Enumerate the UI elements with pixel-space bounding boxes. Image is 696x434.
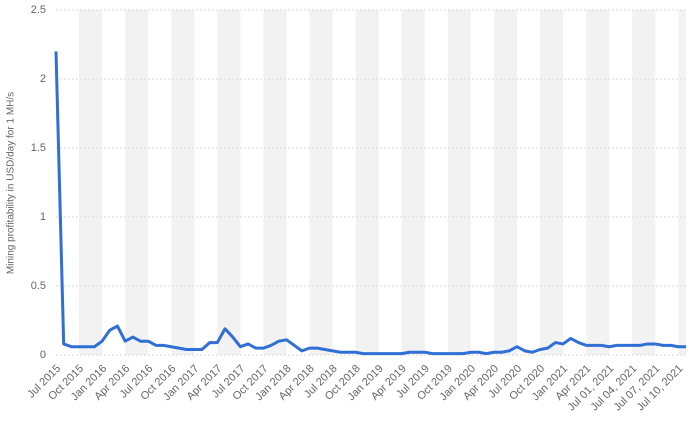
band [632,10,656,355]
band [540,10,564,355]
y-tick-label: 2 [40,73,46,85]
y-tick-label: 1 [40,211,46,223]
band [263,10,287,355]
band [678,10,686,355]
band [309,10,333,355]
band [493,10,517,355]
band [447,10,471,355]
y-tick-label: 2.5 [31,4,46,16]
band [355,10,379,355]
line [54,51,686,356]
band [171,10,195,355]
band [586,10,610,355]
band [401,10,425,355]
y-tick-label: 0.5 [31,280,46,292]
y-axis-label: Mining profitability in USD/day for 1 MH… [6,92,17,274]
y-tick-label: 1.5 [31,142,46,154]
band [217,10,241,355]
y-tick-label: 0 [40,349,46,361]
band [125,10,149,355]
band [79,10,103,355]
